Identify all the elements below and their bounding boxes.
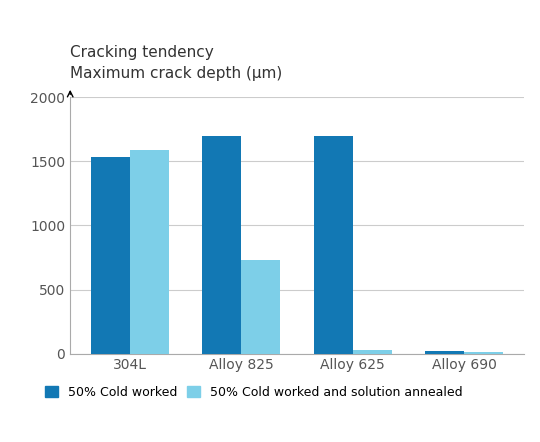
Bar: [202, 136, 241, 354]
Bar: [425, 351, 464, 354]
Legend: 50% Cold worked, 50% Cold worked and solution annealed: 50% Cold worked, 50% Cold worked and sol…: [40, 381, 467, 404]
Bar: [130, 150, 169, 354]
Text: Cracking tendency
Maximum crack depth (μm): Cracking tendency Maximum crack depth (μ…: [70, 45, 282, 81]
Bar: [314, 136, 353, 354]
Bar: [353, 350, 392, 354]
Bar: [241, 260, 280, 354]
Bar: [464, 352, 503, 354]
Bar: [91, 157, 130, 354]
